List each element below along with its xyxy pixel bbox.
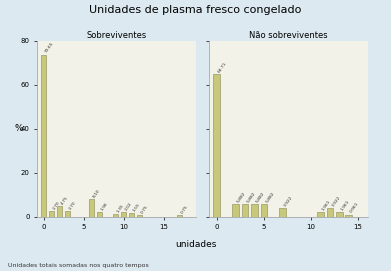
Bar [345, 215, 352, 217]
Text: Unidades de plasma fresco congelado: Unidades de plasma fresco congelado [89, 5, 302, 15]
Text: 2.70: 2.70 [52, 200, 61, 210]
Text: 0.75: 0.75 [140, 204, 149, 214]
Text: 8.10: 8.10 [92, 188, 101, 198]
Text: 5.882: 5.882 [255, 191, 266, 203]
Bar [232, 204, 239, 217]
Bar [317, 212, 324, 217]
Bar [57, 206, 62, 217]
Bar [260, 204, 267, 217]
Text: 1.55: 1.55 [132, 202, 141, 213]
Bar [97, 212, 102, 217]
Text: 3.922: 3.922 [331, 195, 341, 208]
Bar [49, 211, 54, 217]
Text: 0.75: 0.75 [180, 204, 189, 214]
Text: Unidades totais somadas nos quatro tempos: Unidades totais somadas nos quatro tempo… [8, 263, 149, 268]
Bar [65, 211, 70, 217]
Bar [213, 74, 220, 217]
Text: 1.35: 1.35 [117, 203, 125, 213]
Bar [242, 204, 248, 217]
Bar [251, 204, 258, 217]
Bar [121, 212, 126, 217]
Text: 4.75: 4.75 [60, 195, 69, 206]
Title: Sobreviventes: Sobreviventes [86, 31, 147, 40]
Text: 5.882: 5.882 [265, 191, 275, 203]
Bar [326, 208, 333, 217]
Text: unidades: unidades [175, 240, 216, 249]
Text: 2.02: 2.02 [124, 202, 133, 212]
Bar [113, 214, 118, 217]
Y-axis label: %: % [15, 124, 23, 133]
Bar [129, 213, 135, 217]
Bar [89, 199, 94, 217]
Text: 3.922: 3.922 [283, 195, 294, 208]
Text: 1.96: 1.96 [100, 202, 109, 212]
Text: 2.70: 2.70 [68, 200, 77, 210]
Text: 73.65: 73.65 [44, 41, 55, 54]
Text: 1.961: 1.961 [321, 199, 332, 212]
Bar [41, 55, 47, 217]
Text: 64.71: 64.71 [218, 61, 228, 74]
Bar [336, 212, 343, 217]
Text: 5.882: 5.882 [246, 191, 256, 203]
Bar [137, 215, 142, 217]
Text: 5.882: 5.882 [237, 191, 247, 203]
Text: 1.961: 1.961 [340, 199, 351, 212]
Bar [280, 208, 286, 217]
Bar [177, 215, 182, 217]
Title: Não sobreviventes: Não sobreviventes [249, 31, 328, 40]
Text: 0.961: 0.961 [350, 202, 360, 214]
